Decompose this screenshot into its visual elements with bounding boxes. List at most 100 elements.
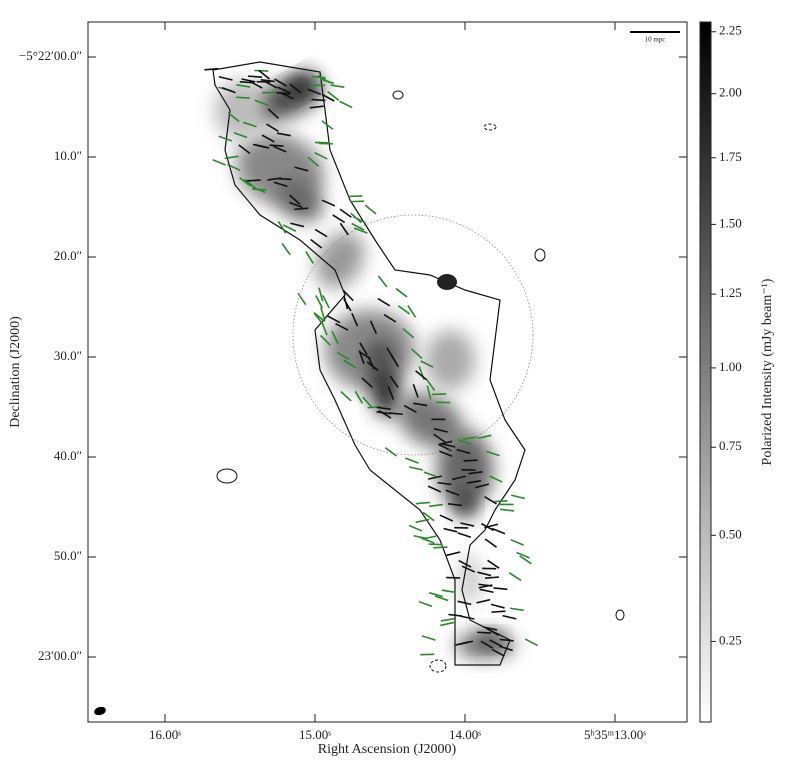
vector [327, 91, 340, 101]
vector [460, 615, 475, 620]
colorbar-tick-label: 2.25 [719, 23, 742, 38]
vector [440, 621, 455, 627]
vector [364, 204, 377, 215]
vector [247, 75, 263, 78]
vector [254, 99, 269, 107]
vector [376, 411, 391, 415]
x-tick-label: 15.00ˢ [299, 727, 331, 742]
vector [415, 370, 427, 381]
vector [425, 378, 436, 391]
vector [351, 312, 359, 327]
vector [260, 78, 275, 83]
vector [254, 69, 269, 72]
vector [387, 386, 395, 400]
vector [438, 450, 453, 458]
vector [433, 427, 448, 433]
vector [321, 321, 328, 336]
vector [361, 377, 373, 388]
vector [448, 613, 463, 617]
vector [439, 514, 454, 522]
x-axis-label: Right Ascension (J2000) [318, 742, 457, 757]
y-tick-label: 10.0″ [54, 148, 82, 163]
vector [455, 641, 470, 646]
vector [484, 495, 497, 505]
vector [383, 313, 397, 323]
vector [281, 243, 291, 256]
vector [421, 635, 436, 641]
y-tick-label: 40.0″ [54, 448, 82, 463]
plot-frame [87, 21, 688, 723]
vector [463, 459, 478, 462]
vector [461, 565, 476, 573]
vector [428, 503, 444, 508]
vector [499, 645, 513, 652]
vector [516, 551, 530, 559]
vector [489, 639, 503, 648]
vector [266, 123, 279, 132]
intensity-blob [369, 362, 401, 418]
vector [475, 483, 490, 489]
vector [377, 297, 391, 307]
intensity-blob [397, 392, 463, 448]
vector [310, 238, 323, 249]
vector [311, 75, 326, 79]
vector [493, 587, 508, 591]
vector [428, 543, 443, 546]
vector [408, 524, 423, 532]
vector [458, 559, 472, 568]
vector [319, 334, 331, 346]
vector [294, 166, 309, 172]
vector [236, 84, 251, 88]
colorbar-tick-label: 0.50 [719, 526, 742, 541]
vector [276, 132, 291, 137]
vector [235, 96, 250, 99]
vector [441, 589, 456, 594]
vector [407, 304, 417, 318]
vector [510, 538, 524, 546]
polarization-vectors [204, 67, 539, 657]
vector [327, 315, 341, 324]
vector [491, 610, 506, 613]
vector [484, 576, 499, 580]
vector [269, 144, 284, 147]
vector [239, 81, 254, 84]
vector [411, 348, 423, 360]
y-tick-label: −5°22′00.0″ [19, 48, 82, 63]
vector [457, 532, 472, 539]
y-tick-label: 50.0″ [54, 548, 82, 563]
vector [309, 105, 324, 109]
contour [429, 659, 447, 673]
vector [267, 108, 280, 119]
intensity-blob [315, 231, 365, 289]
colorbar-tick-label: 1.75 [719, 149, 742, 164]
colorbar-tick-label: 1.00 [719, 359, 742, 374]
vector [313, 311, 326, 323]
vector [502, 614, 517, 620]
vector [335, 322, 349, 331]
vector [314, 151, 328, 160]
vector [433, 433, 446, 443]
vector [457, 600, 472, 606]
vector [415, 501, 430, 505]
colorbar-label: Polarized Intensity (mJy beam⁻¹) [760, 278, 775, 465]
vector [342, 289, 354, 302]
vector [362, 396, 373, 409]
vector [405, 457, 419, 464]
vector [321, 120, 334, 130]
vector [267, 177, 282, 181]
vector [340, 390, 352, 402]
vector [466, 479, 482, 484]
vector [321, 93, 335, 102]
vector [331, 330, 339, 345]
vector [321, 199, 336, 207]
vector [441, 443, 456, 448]
vector [490, 603, 505, 609]
intensity-map [215, 72, 515, 659]
vector [433, 546, 448, 549]
vector [477, 631, 492, 634]
vector [339, 208, 352, 218]
contour [437, 274, 457, 290]
vector [429, 592, 443, 598]
intensity-blob [425, 330, 475, 390]
